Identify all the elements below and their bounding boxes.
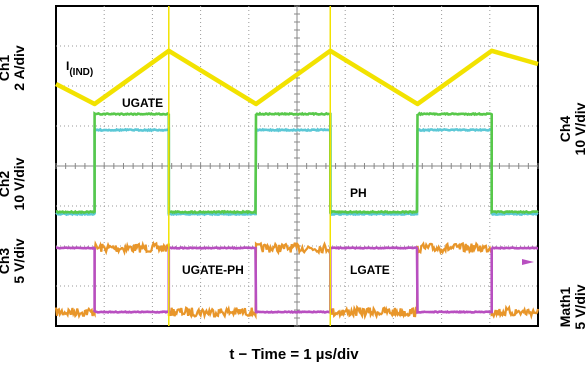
math1-scale: 5 V/div bbox=[572, 284, 588, 330]
ph-trace bbox=[55, 127, 539, 217]
label-ugate-ph: UGATE-PH bbox=[182, 263, 244, 277]
lgate-trace bbox=[55, 245, 539, 314]
math1-name: Math1 bbox=[557, 286, 573, 328]
ugate-trace bbox=[55, 111, 539, 215]
label-ugate: UGATE bbox=[122, 96, 163, 110]
x-axis-label: t − Time = 1 µs/div bbox=[229, 346, 359, 363]
ground-arrow bbox=[522, 259, 534, 265]
ch1-axis-label: Ch1 2 A/div bbox=[0, 23, 29, 113]
ch4-ground-marker bbox=[522, 259, 534, 265]
ugate-ph-trace bbox=[54, 240, 540, 321]
ch3-scale: 5 V/div bbox=[11, 238, 27, 284]
inductor-current-trace bbox=[54, 48, 539, 107]
label-i-ind-subscript: (IND) bbox=[69, 67, 93, 78]
ch4-axis-label: Ch4 10 V/div bbox=[557, 84, 588, 174]
label-lgate: LGATE bbox=[350, 263, 390, 277]
label-ph: PH bbox=[350, 186, 367, 200]
ch3-axis-label: Ch3 5 V/div bbox=[0, 216, 29, 306]
math1-axis-label: Math1 5 V/div bbox=[557, 262, 588, 352]
traces bbox=[54, 6, 540, 326]
ch4-scale: 10 V/div bbox=[572, 102, 588, 156]
ch4-name: Ch4 bbox=[557, 115, 573, 143]
grid bbox=[55, 5, 539, 327]
ch1-scale: 2 A/div bbox=[11, 45, 27, 91]
